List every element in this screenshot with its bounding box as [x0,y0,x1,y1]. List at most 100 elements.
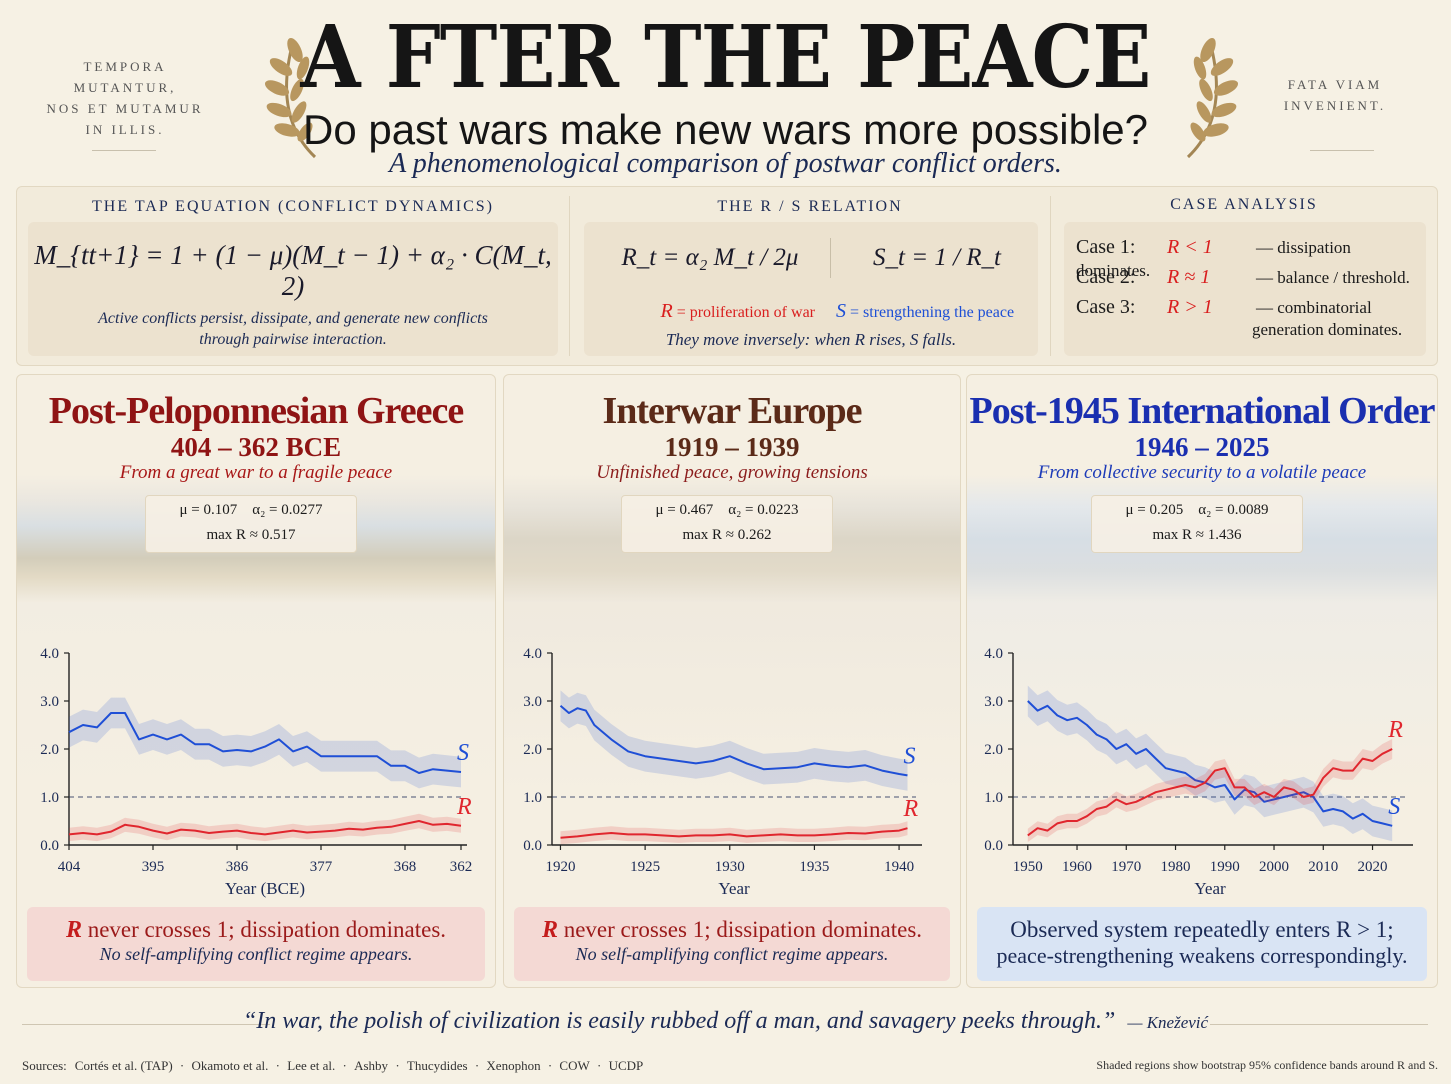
card-subtitle: Unfinished peace, growing tensions [596,462,868,483]
source-separator: · [593,1058,605,1073]
quote: “In war, the polish of civilization is e… [0,1008,1451,1035]
verdict-line-2: No self-amplifying conflict regime appea… [99,944,413,964]
motto-left: TEMPORA MUTANTUR, NOS ET MUTAMUR IN ILLI… [30,56,220,140]
mu-value: μ = 0.205 [1125,502,1184,518]
verdict-line-2: peace-strengthening weakens correspondin… [996,943,1408,968]
x-tick-label: 362 [450,859,473,875]
y-tick-label: 3.0 [984,694,1003,710]
case-1-condition: R < 1 [1167,236,1213,258]
motto-left-rule [92,150,156,151]
quote-author: — Knežević [1127,1013,1209,1032]
card-years: 404 – 362 BCE [170,432,342,462]
series-line-r [68,820,462,836]
quote-rule-right [1210,1024,1428,1025]
verdict-line-1: never crosses 1; dissipation dominates. [87,917,447,942]
source-separator: · [339,1058,351,1073]
parameters-box: μ = 0.107 α₂ = 0.0277 max R ≈ 0.517 [145,495,357,553]
verdict-line-2: No self-amplifying conflict regime appea… [575,944,889,964]
chart-1: 0.0 1.0 2.0 3.0 4.0 404 395 386 377 368 362 Year (B… [40,646,473,898]
rs-eq-separator [830,238,831,278]
motto-left-line-2: MUTANTUR, [73,80,177,95]
x-tick-label: 1990 [1210,859,1240,875]
series-label-r: R [456,794,472,820]
case-1-description: — dissipation dominates. [1076,238,1351,280]
y-tick-label: 4.0 [40,646,59,662]
series-label-s: S [457,740,469,766]
rs-title: THE R / S RELATION [717,198,903,215]
case-analysis-title: CASE ANALYSIS [1170,196,1318,213]
series-label-s: S [904,743,916,769]
alpha-value: α₂ = 0.0089 [1198,502,1269,518]
x-tick-label: 2020 [1358,859,1388,875]
x-tick-label: 1935 [799,859,829,875]
x-tick-label: 2010 [1308,859,1338,875]
y-tick-label: 4.0 [984,646,1003,662]
card-title: Post-1945 International Order [969,390,1436,432]
tap-note-line-1: Active conflicts persist, dissipate, and… [98,310,488,327]
y-tick-label: 3.0 [40,694,59,710]
case-3-row: Case 3: R > 1 — combinatorial [1076,296,1426,319]
y-tick-label: 0.0 [40,838,59,854]
series-line-s [1027,700,1393,827]
s-definition: S = strengthening the peace [836,300,1036,323]
verdict-line-1: Observed system repeatedly enters R > 1; [1010,917,1394,942]
r-equation: R_t = α₂ M_t / 2μ [621,244,799,271]
case-card-3: Post-1945 International Order 1946 – 2025… [966,374,1438,988]
card-subtitle: From collective security to a volatile p… [1037,462,1367,483]
s-definition-text: = strengthening the peace [850,304,1015,321]
case-analysis-box [1064,222,1426,356]
x-tick-label: 395 [142,859,165,875]
page-tagline: A phenomenological comparison of postwar… [389,148,1062,179]
case-3-description: — combinatorial [1256,298,1372,317]
series-line-r [1027,748,1393,837]
case-3-label: Case 3: [1076,296,1136,318]
x-tick-label: 1960 [1062,859,1092,875]
quote-text: “In war, the polish of civilization is e… [242,1008,1116,1034]
mu-value: μ = 0.467 [655,502,714,518]
motto-right: FATA VIAM INVENIENT. [1240,74,1430,116]
case-card-1: Post-Peloponnesian Greece 404 – 362 BCE Fr… [16,374,496,988]
series-line-s [68,712,462,774]
r-definition-text: = proliferation of war [676,304,815,321]
case-1-row: Case 1: R < 1 — dissipation dominates. [1076,236,1426,282]
r-definition: R = proliferation of war [590,300,815,323]
source-separator: · [544,1058,556,1073]
chart-2: 0.0 1.0 2.0 3.0 4.0 1920 1925 1930 1935 1940 Year S… [523,646,922,898]
card-title: Interwar Europe [602,390,862,432]
y-tick-label: 1.0 [40,790,59,806]
card-subtitle: From a great war to a fragile peace [119,462,393,483]
source-item: Okamoto et al. [191,1058,269,1073]
confidence-band-s [1027,685,1393,842]
x-tick-label: 2000 [1259,859,1289,875]
y-tick-label: 2.0 [40,742,59,758]
card-years: 1919 – 1939 [664,432,800,462]
bands-note: Shaded regions show bootstrap 95% confid… [1096,1058,1438,1072]
tap-note: Active conflicts persist, dissipate, and… [28,308,558,350]
case-1-label: Case 1: [1076,236,1136,258]
case-2-condition: R ≈ 1 [1167,266,1211,288]
source-item: UCDP [608,1058,644,1073]
source-item: COW [559,1058,590,1073]
series-line-r [560,827,908,839]
verdict-box: R never crosses 1; dissipation dominates… [514,907,950,981]
card-years: 1946 – 2025 [1134,432,1270,462]
s-symbol: S [836,300,846,322]
series-line-s [559,705,908,777]
confidence-band-s [560,690,908,791]
verdict-box: R never crosses 1; dissipation dominates… [27,907,485,981]
x-tick-label: 386 [226,859,249,875]
y-tick-label: 2.0 [523,742,542,758]
y-tick-label: 1.0 [984,790,1003,806]
quote-rule-left [22,1024,270,1025]
source-item: Cortés et al. (TAP) [74,1058,173,1073]
x-axis-label: Year [718,879,750,898]
source-item: Lee et al. [287,1058,336,1073]
verdict-box: Observed system repeatedly enters R > 1;… [977,907,1427,981]
tap-note-line-2: through pairwise interaction. [199,331,387,348]
source-separator: · [471,1058,483,1073]
confidence-band-s [69,697,461,789]
x-tick-label: 377 [310,859,333,875]
sources-label: Sources: [22,1058,67,1073]
case-2-description: — balance / threshold. [1256,268,1410,287]
y-tick-label: 0.0 [984,838,1003,854]
